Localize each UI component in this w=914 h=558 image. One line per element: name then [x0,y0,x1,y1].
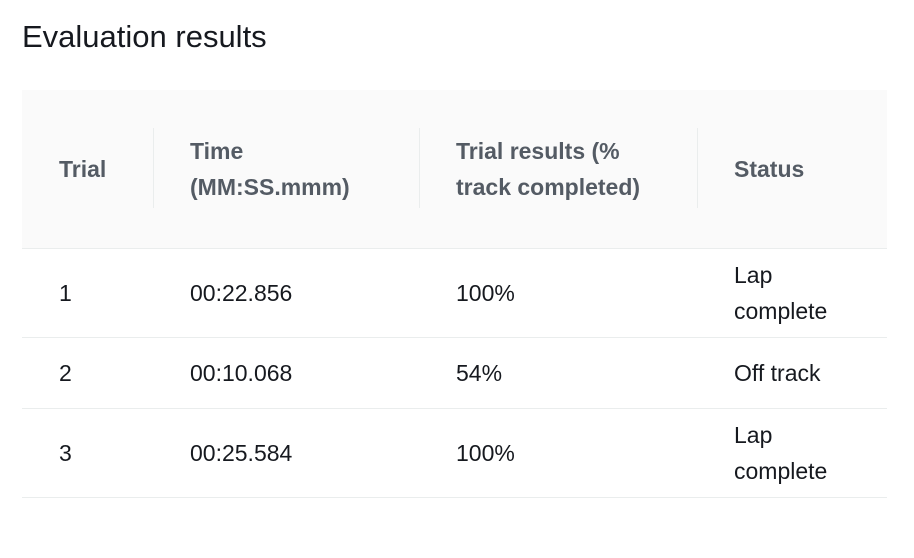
column-header-status: Status [697,90,887,249]
column-header-status-label: Status [734,156,805,182]
table-header-row: Trial Time (MM:SS.mmm) Trial results (% … [22,90,887,249]
cell-status: Lap complete [697,248,887,338]
cell-trial-result: 100% [419,408,697,498]
column-header-time-label: Time (MM:SS.mmm) [190,138,350,200]
cell-trial-result: 100% [419,248,697,338]
cell-status: Off track [697,337,887,409]
cell-status: Lap complete [697,408,887,498]
cell-trial: 2 [22,337,153,409]
table-header: Trial Time (MM:SS.mmm) Trial results (% … [22,90,887,249]
table-row: 1 00:22.856 100% Lap complete [22,248,887,338]
page-title: Evaluation results [22,19,267,54]
column-header-trial-results: Trial results (% track completed) [419,90,697,249]
table-body: 1 00:22.856 100% Lap complete 2 00:10.06… [22,248,887,498]
column-header-trial-label: Trial [59,156,107,182]
cell-time: 00:25.584 [153,408,419,498]
cell-trial: 1 [22,248,153,338]
column-header-trial: Trial [22,90,153,249]
column-header-trial-results-label: Trial results (% track completed) [456,138,641,200]
cell-time: 00:10.068 [153,337,419,409]
cell-trial: 3 [22,408,153,498]
cell-trial-result: 54% [419,337,697,409]
cell-time: 00:22.856 [153,248,419,338]
column-header-time: Time (MM:SS.mmm) [153,90,419,249]
table-row: 2 00:10.068 54% Off track [22,337,887,409]
evaluation-results-table: Trial Time (MM:SS.mmm) Trial results (% … [22,90,887,498]
table-row: 3 00:25.584 100% Lap complete [22,408,887,498]
